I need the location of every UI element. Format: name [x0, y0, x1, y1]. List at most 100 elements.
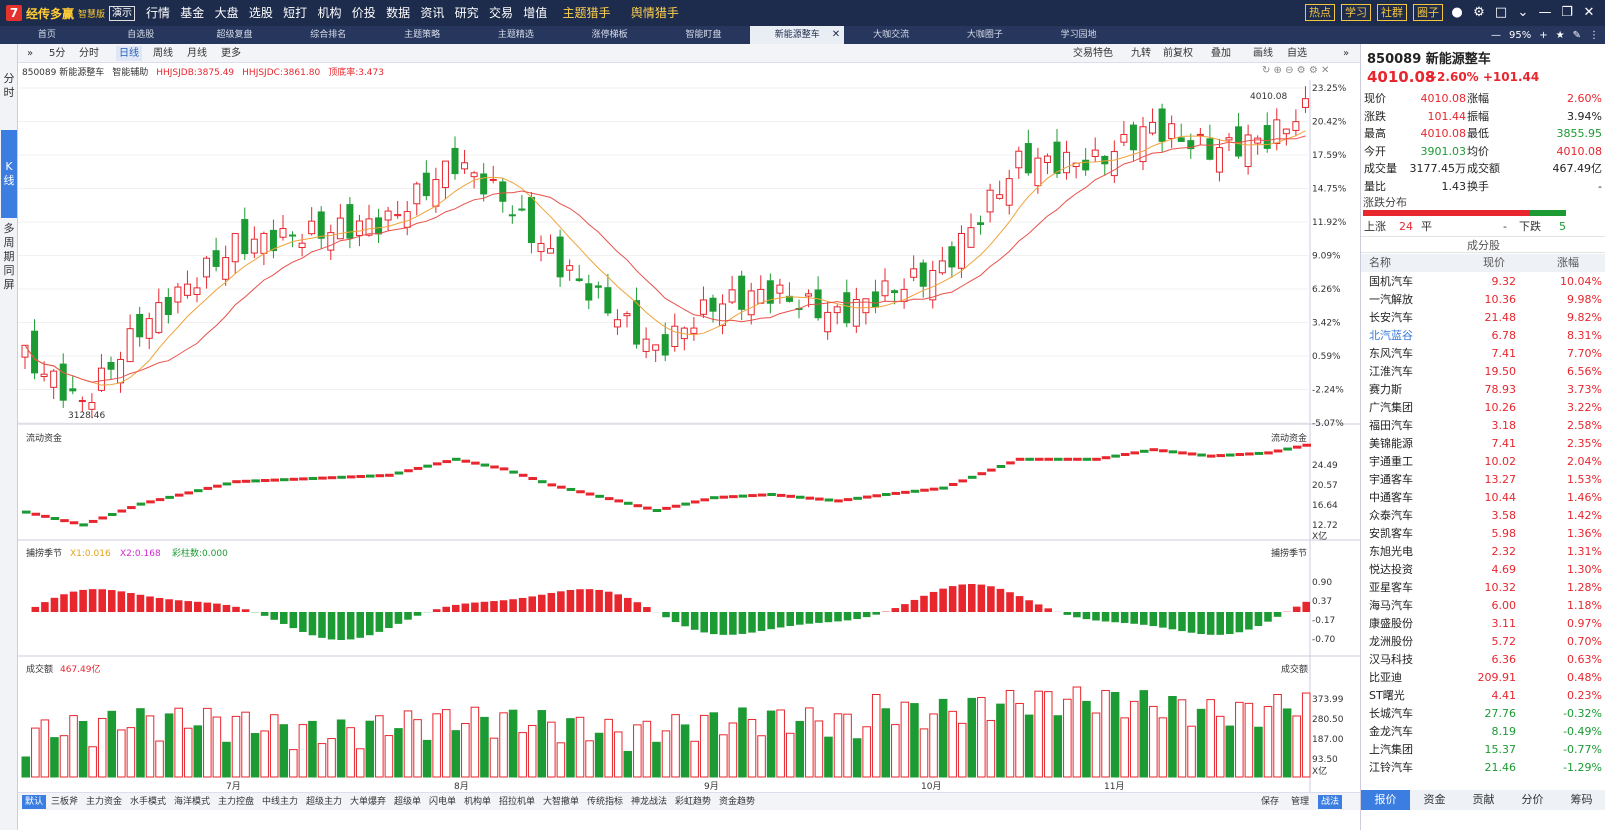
period-intraday[interactable]: 分时	[79, 48, 99, 59]
list-item[interactable]: 美锦能源 7.41 2.35%	[1361, 435, 1605, 452]
list-item[interactable]: 福田汽车 3.18 2.58%	[1361, 417, 1605, 434]
tab-11[interactable]: 学习园地	[1032, 26, 1126, 44]
zoom-out-icon[interactable]: —	[1491, 29, 1502, 41]
menu-item-10[interactable]: 交易	[488, 6, 513, 20]
menu-item-0[interactable]: 行情	[145, 6, 170, 20]
col-change[interactable]: 涨幅	[1557, 256, 1579, 269]
list-item[interactable]: 广汽集团 10.26 3.22%	[1361, 399, 1605, 416]
menu-item-7[interactable]: 数据	[386, 6, 411, 20]
bottom-right-0[interactable]: 保存	[1261, 797, 1280, 807]
tab-9[interactable]: 大咖交流	[844, 26, 938, 44]
zoom-in-icon[interactable]: +	[1539, 29, 1548, 41]
demo-badge[interactable]: 演示	[109, 5, 136, 21]
menu-item-4[interactable]: 短打	[283, 6, 308, 20]
indicator-tab-9[interactable]: 超级单	[394, 797, 422, 807]
indicator-tab-1[interactable]: 三板斧	[51, 797, 79, 807]
menu-item-11[interactable]: 增值	[523, 6, 548, 20]
tab-10[interactable]: 大咖圈子	[938, 26, 1032, 44]
indicator-tab-10[interactable]: 闪电单	[429, 797, 457, 807]
chart-tools-icons[interactable]: ↻ ⊕ ⊖ ⚙ ⚙ ✕	[1262, 65, 1330, 76]
list-item[interactable]: 康盛股份 3.11 0.97%	[1361, 615, 1605, 632]
list-item[interactable]: 中通客车 10.44 1.46%	[1361, 489, 1605, 506]
list-item[interactable]: 众泰汽车 3.58 1.42%	[1361, 507, 1605, 524]
overlay-dropdown[interactable]: 叠加	[1211, 48, 1231, 59]
menu-item-2[interactable]: 大盘	[214, 6, 239, 20]
indicator-tab-14[interactable]: 传统指标	[587, 797, 624, 807]
star-icon[interactable]: ★	[1555, 29, 1565, 41]
quote-tab-2[interactable]: 贡献	[1472, 793, 1495, 806]
community-button[interactable]: 社群	[1377, 4, 1407, 21]
tab-0[interactable]: 首页	[0, 26, 94, 44]
quote-tab-0[interactable]: 报价	[1361, 790, 1410, 810]
indicator-tab-2[interactable]: 主力资金	[86, 797, 123, 807]
indicator-tab-3[interactable]: 水手模式	[130, 797, 167, 807]
indicator-tab-16[interactable]: 彩虹趋势	[675, 797, 712, 807]
draw-line-button[interactable]: 画线	[1253, 48, 1273, 59]
indicator-tab-15[interactable]: 神龙战法	[631, 797, 668, 807]
restore-icon[interactable]: ❐	[1561, 4, 1573, 20]
view-intraday[interactable]: 分时	[3, 72, 15, 99]
indicator-tab-17[interactable]: 资金趋势	[719, 797, 756, 807]
list-item[interactable]: 江铃汽车 21.46 -1.29%	[1361, 759, 1605, 776]
circle-button[interactable]: 圈子	[1413, 4, 1443, 21]
indicator-tab-6[interactable]: 中线主力	[262, 797, 299, 807]
window-icon[interactable]: □	[1494, 4, 1508, 20]
period-monthly[interactable]: 月线	[187, 48, 207, 59]
indicator-tab-4[interactable]: 海洋模式	[174, 797, 211, 807]
period-weekly[interactable]: 周线	[153, 48, 173, 59]
hot-button[interactable]: 热点	[1305, 4, 1335, 21]
smart-assist-toggle[interactable]: 智能辅助	[112, 68, 149, 78]
list-item[interactable]: 赛力斯 78.93 3.73%	[1361, 381, 1605, 398]
list-item[interactable]: 长城汽车 27.76 -0.32%	[1361, 705, 1605, 722]
list-item[interactable]: 宇通客车 13.27 1.53%	[1361, 471, 1605, 488]
menu-item-12[interactable]: 主题猎手	[562, 6, 611, 20]
tab-6[interactable]: 涨停梯板	[563, 26, 657, 44]
menu-item-13[interactable]: 舆情猎手	[630, 6, 679, 20]
bottom-right-2[interactable]: 战法	[1318, 795, 1343, 809]
list-item[interactable]: 比亚迪 209.91 0.48%	[1361, 669, 1605, 686]
indicator-tab-13[interactable]: 大智撤单	[543, 797, 580, 807]
indicator-tab-11[interactable]: 机构单	[464, 797, 492, 807]
collapse-icon[interactable]: »	[27, 48, 34, 59]
indicator-tab-0[interactable]: 默认	[22, 795, 47, 809]
menu-item-3[interactable]: 选股	[248, 6, 273, 20]
list-item[interactable]: 东风汽车 7.41 7.70%	[1361, 345, 1605, 362]
list-item[interactable]: 东旭光电 2.32 1.31%	[1361, 543, 1605, 560]
tab-7[interactable]: 智能盯盘	[657, 26, 751, 44]
learn-button[interactable]: 学习	[1341, 4, 1371, 21]
chevron-down-icon[interactable]: ⌄	[1517, 4, 1529, 20]
trade-feature-dropdown[interactable]: 交易特色	[1073, 48, 1113, 59]
period-5min[interactable]: 5分	[49, 48, 66, 59]
menu-item-1[interactable]: 基金	[180, 6, 205, 20]
gear-icon[interactable]: ⚙	[1473, 4, 1485, 20]
quote-tab-1[interactable]: 资金	[1423, 793, 1446, 806]
view-multi-period[interactable]: 多周期同屏	[3, 222, 15, 291]
chart-area[interactable]: 23.25% 20.42% 17.59% 14.75% 11.92% 9.09% 6.26%…	[18, 65, 1360, 792]
adjust-dropdown[interactable]: 前复权	[1163, 48, 1193, 59]
menu-item-9[interactable]: 研究院	[454, 6, 479, 46]
list-item[interactable]: 金龙汽车 8.19 -0.49%	[1361, 723, 1605, 740]
tab-5[interactable]: 主题精选	[469, 26, 563, 44]
list-item[interactable]: 江淮汽车 19.50 6.56%	[1361, 363, 1605, 380]
list-item[interactable]: 安凯客车 5.98 1.36%	[1361, 525, 1605, 542]
menu-item-6[interactable]: 价投	[351, 6, 376, 20]
list-item[interactable]: 龙洲股份 5.72 0.70%	[1361, 633, 1605, 650]
list-item[interactable]: 长安汽车 21.48 9.82%	[1361, 309, 1605, 326]
col-name[interactable]: 名称	[1369, 256, 1391, 269]
quote-tab-3[interactable]: 分价	[1521, 793, 1544, 806]
list-item[interactable]: 上汽集团 15.37 -0.77%	[1361, 741, 1605, 758]
list-item[interactable]: 汉马科技 6.36 0.63%	[1361, 651, 1605, 668]
indicator-tab-12[interactable]: 招拉机单	[499, 797, 536, 807]
list-item[interactable]: 北汽蓝谷 6.78 8.31%	[1361, 327, 1605, 344]
tab-2[interactable]: 超级复盘	[188, 26, 282, 44]
close-tab-icon[interactable]: ✕	[831, 29, 841, 40]
list-item[interactable]: 宇通重工 10.02 2.04%	[1361, 453, 1605, 470]
tab-3[interactable]: 综合排名	[281, 26, 375, 44]
tab-1[interactable]: 自选股	[94, 26, 188, 44]
list-item[interactable]: 一汽解放 10.36 9.98%	[1361, 291, 1605, 308]
bottom-right-1[interactable]: 管理	[1291, 797, 1310, 807]
list-item[interactable]: 悦达投资 4.69 1.30%	[1361, 561, 1605, 578]
indicator-tab-8[interactable]: 大单爆弃	[350, 797, 387, 807]
list-item[interactable]: 国机汽车 9.32 10.04%	[1361, 273, 1605, 290]
tab-8[interactable]: 新能源整车 ✕	[750, 26, 845, 44]
